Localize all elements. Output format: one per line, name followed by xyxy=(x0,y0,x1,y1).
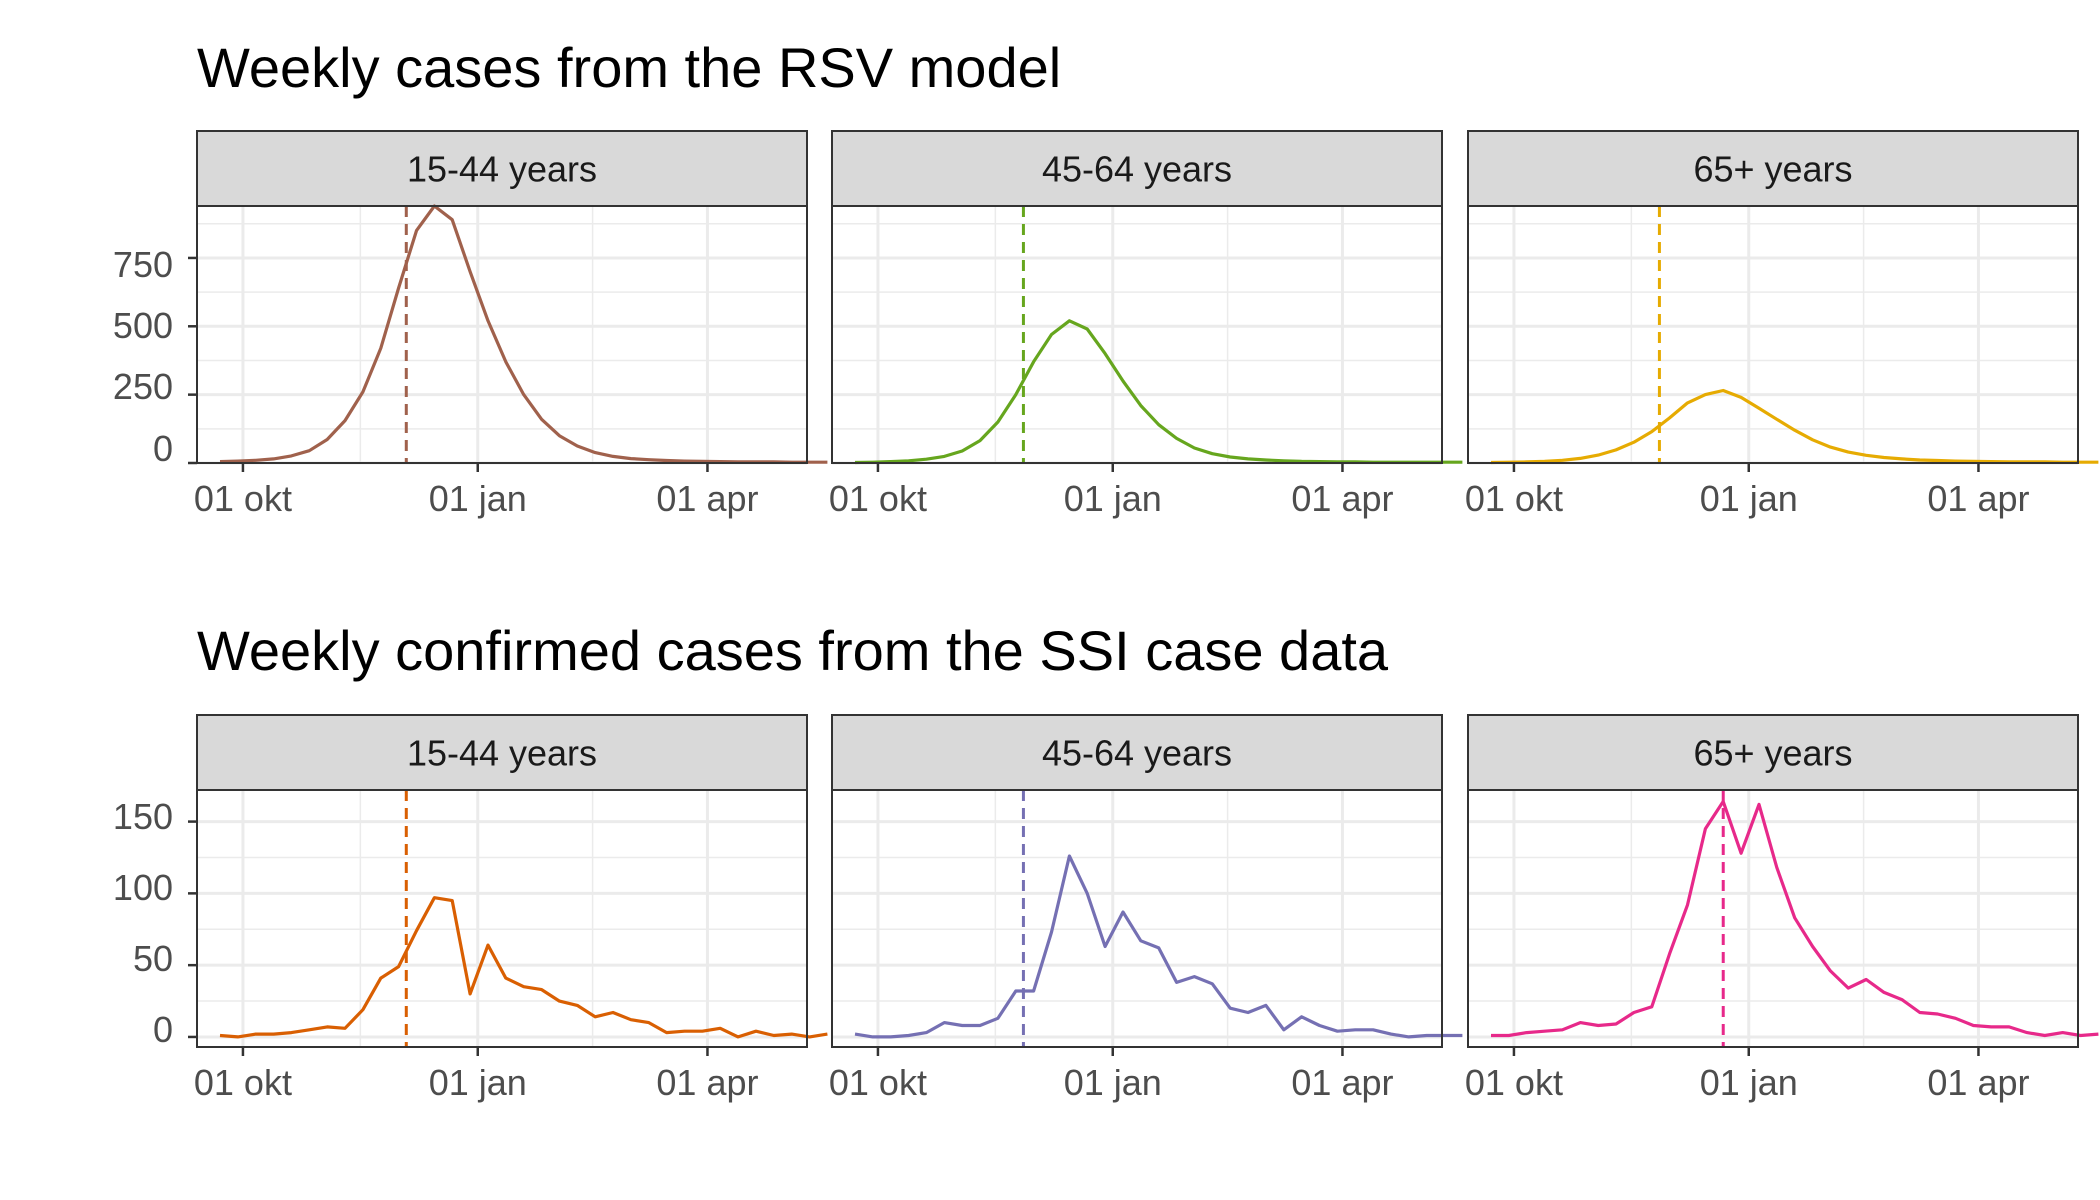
x-tick-label: 01 okt xyxy=(1465,478,1563,519)
y-tick-label: 250 xyxy=(113,366,173,407)
chart-title-ssi-cases: Weekly confirmed cases from the SSI case… xyxy=(197,619,1389,682)
facet-panel: 65+ years 01 okt 01 jan 01 apr xyxy=(1465,130,2099,519)
x-tick-label: 01 okt xyxy=(829,478,927,519)
x-tick-label: 01 jan xyxy=(1064,1062,1162,1103)
facet-panel: 15-44 years 01 okt 01 jan 01 apr xyxy=(188,714,828,1103)
x-tick-label: 01 apr xyxy=(656,1062,758,1103)
y-tick-label: 750 xyxy=(113,244,173,285)
x-tick-label: 01 okt xyxy=(829,1062,927,1103)
y-tick-label: 500 xyxy=(113,305,173,346)
x-tick-label: 01 jan xyxy=(1700,1062,1798,1103)
facet-strip-label: 65+ years xyxy=(1693,733,1852,774)
y-axis-labels-rsv: 0 250 500 750 xyxy=(113,244,173,469)
panel-border xyxy=(831,789,1443,1048)
x-tick-label: 01 apr xyxy=(1291,1062,1393,1103)
panel-border xyxy=(1467,789,2079,1048)
y-tick-label: 150 xyxy=(113,796,173,837)
y-axis-labels-ssi: 0 50 100 150 xyxy=(113,796,173,1050)
y-tick-label: 50 xyxy=(133,938,173,979)
series-line xyxy=(1490,388,2099,465)
x-tick-label: 01 apr xyxy=(1927,1062,2029,1103)
x-tick-label: 01 apr xyxy=(1291,478,1393,519)
chart-title-rsv-model: Weekly cases from the RSV model xyxy=(197,36,1061,99)
facet-strip xyxy=(196,130,808,207)
x-tick-label: 01 jan xyxy=(1064,478,1162,519)
facet-strip-label: 45-64 years xyxy=(1042,149,1232,190)
x-tick-label: 01 jan xyxy=(429,478,527,519)
x-tick-label: 01 apr xyxy=(656,478,758,519)
y-tick-label: 100 xyxy=(113,867,173,908)
facet-strip xyxy=(831,130,1443,207)
panel-border xyxy=(1467,205,2079,464)
x-tick-label: 01 jan xyxy=(1700,478,1798,519)
facet-strip xyxy=(1467,714,2079,791)
y-tick-label: 0 xyxy=(153,1009,173,1050)
x-tick-label: 01 okt xyxy=(1465,1062,1563,1103)
panel-border xyxy=(831,205,1443,464)
series-line xyxy=(219,204,828,464)
x-tick-label: 01 jan xyxy=(429,1062,527,1103)
facet-panel: 15-44 years 01 okt 01 jan 01 apr xyxy=(188,130,828,519)
series-line xyxy=(854,854,1463,1039)
x-tick-label: 01 okt xyxy=(194,1062,292,1103)
facet-strip-label: 45-64 years xyxy=(1042,733,1232,774)
facet-strip xyxy=(831,714,1443,791)
facet-strip-label: 15-44 years xyxy=(407,149,597,190)
series-line xyxy=(219,896,828,1039)
facet-panel: 65+ years 01 okt 01 jan 01 apr xyxy=(1465,714,2099,1103)
y-tick-label: 0 xyxy=(153,428,173,469)
panel-border xyxy=(196,205,808,464)
facet-panel: 45-64 years 01 okt 01 jan 01 apr xyxy=(829,130,1463,519)
facet-strip-label: 15-44 years xyxy=(407,733,597,774)
facet-panel: 45-64 years 01 okt 01 jan 01 apr xyxy=(829,714,1463,1103)
panel-border xyxy=(196,789,808,1048)
x-tick-label: 01 okt xyxy=(194,478,292,519)
series-line xyxy=(1491,799,2099,1038)
facet-strip-label: 65+ years xyxy=(1693,149,1852,190)
x-tick-label: 01 apr xyxy=(1927,478,2029,519)
